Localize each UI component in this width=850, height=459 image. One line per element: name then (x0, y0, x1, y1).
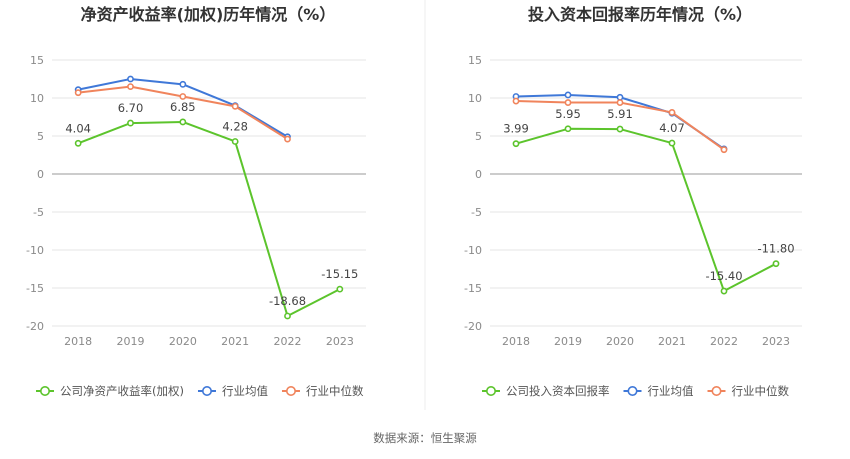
data-point-industry_median (284, 135, 291, 143)
legend-swatch-marker (201, 385, 212, 396)
data-point-company (720, 287, 728, 295)
data-point-company (284, 312, 291, 320)
data-point-industry_median (564, 99, 572, 106)
data-point-industry_avg (127, 75, 134, 83)
y-tick-label: -10 (464, 244, 482, 257)
y-tick-label: 15 (468, 54, 482, 67)
legend-swatch-marker (627, 385, 638, 396)
chart-title: 净资产收益率(加权)历年情况（%） (81, 5, 336, 24)
legend-swatch-marker (285, 385, 296, 396)
y-tick-label: 15 (30, 54, 44, 67)
data-point-company (772, 260, 780, 268)
data-point-company (512, 140, 520, 148)
legend-item-company[interactable]: 公司投入资本回报率 (482, 384, 610, 398)
x-tick-label: 2019 (554, 335, 582, 348)
data-point-company (616, 125, 624, 133)
x-tick-label: 2022 (274, 335, 302, 348)
y-tick-label: 5 (37, 130, 44, 143)
legend-item-industry_median[interactable]: 行业中位数 (281, 384, 364, 398)
x-tick-label: 2020 (606, 335, 634, 348)
series-line-company (77, 120, 341, 317)
y-tick-label: -5 (471, 206, 482, 219)
data-point-company (336, 285, 344, 293)
x-tick-label: 2021 (658, 335, 686, 348)
data-source-note: 数据来源：恒生聚源 (373, 431, 477, 445)
data-point-company (564, 125, 572, 133)
legend-swatch-marker (39, 385, 50, 396)
data-point-company (179, 118, 187, 126)
data-point-company (127, 119, 134, 127)
data-label: -18.68 (269, 294, 306, 308)
data-point-company (668, 139, 676, 147)
y-tick-label: 10 (30, 92, 44, 105)
data-point-industry_avg (564, 91, 572, 99)
data-label: 5.95 (555, 107, 581, 121)
legend-swatch-marker (485, 385, 496, 396)
roic-chart-panel: 投入资本回报率历年情况（%） 15 10 5 0 -5 -10 -15 -20 2018 2019 2… (464, 5, 802, 398)
legend-label: 行业均值 (222, 384, 268, 398)
legend-label: 行业均值 (648, 384, 694, 398)
data-label: 4.04 (65, 121, 91, 135)
data-label: -15.15 (321, 267, 358, 281)
legend-swatch-marker (711, 385, 722, 396)
data-point-industry_median (616, 99, 624, 106)
data-point-industry_median (668, 109, 676, 116)
legend-item-industry_avg[interactable]: 行业均值 (623, 384, 694, 398)
y-tick-label: -20 (464, 320, 482, 333)
data-label: 5.91 (607, 107, 633, 121)
y-tick-label: 5 (475, 130, 482, 143)
x-tick-label: 2023 (762, 335, 790, 348)
series-line-company (515, 127, 777, 293)
data-point-company (74, 139, 82, 147)
data-label: 4.07 (659, 121, 685, 135)
data-label: 4.28 (222, 119, 248, 133)
x-tick-label: 2018 (502, 335, 530, 348)
data-point-industry_median (512, 97, 520, 105)
data-point-industry_median (720, 146, 728, 154)
y-tick-label: -15 (26, 282, 44, 295)
legend-label: 公司净资产收益率(加权) (60, 384, 184, 398)
chart-title: 投入资本回报率历年情况（%） (528, 5, 752, 24)
x-tick-label: 2021 (221, 335, 249, 348)
data-point-company (231, 138, 239, 145)
legend-item-industry_median[interactable]: 行业中位数 (707, 384, 790, 398)
data-label: -15.40 (705, 269, 742, 283)
legend-label: 行业中位数 (732, 384, 790, 398)
x-tick-label: 2020 (169, 335, 197, 348)
y-tick-label: -15 (464, 282, 482, 295)
y-tick-label: 0 (37, 168, 44, 181)
legend-item-industry_avg[interactable]: 行业均值 (197, 384, 268, 398)
data-point-industry_avg (616, 93, 624, 101)
y-tick-label: 0 (475, 168, 482, 181)
legend-item-company[interactable]: 公司净资产收益率(加权) (36, 384, 184, 398)
x-tick-label: 2023 (326, 335, 354, 348)
data-point-industry_median (231, 102, 239, 110)
x-tick-label: 2019 (117, 335, 145, 348)
data-point-industry_median (127, 83, 134, 90)
legend-label: 行业中位数 (306, 384, 364, 398)
x-tick-label: 2022 (710, 335, 738, 348)
y-tick-label: -5 (33, 206, 44, 219)
data-point-industry_median (74, 89, 82, 97)
x-tick-label: 2018 (64, 335, 92, 348)
y-tick-label: 10 (468, 92, 482, 105)
roe-chart-panel: 净资产收益率(加权)历年情况（%） 15 10 5 0 -5 -10 -15 -20 2018 20… (26, 5, 366, 398)
data-label: 6.70 (118, 101, 144, 115)
data-label: 3.99 (503, 122, 529, 136)
data-point-industry_avg (179, 80, 187, 88)
data-point-industry_median (179, 93, 187, 100)
data-label: -11.80 (757, 242, 794, 256)
data-label: 6.85 (170, 100, 196, 114)
y-tick-label: -20 (26, 320, 44, 333)
y-tick-label: -10 (26, 244, 44, 257)
legend-label: 公司投入资本回报率 (506, 384, 610, 398)
